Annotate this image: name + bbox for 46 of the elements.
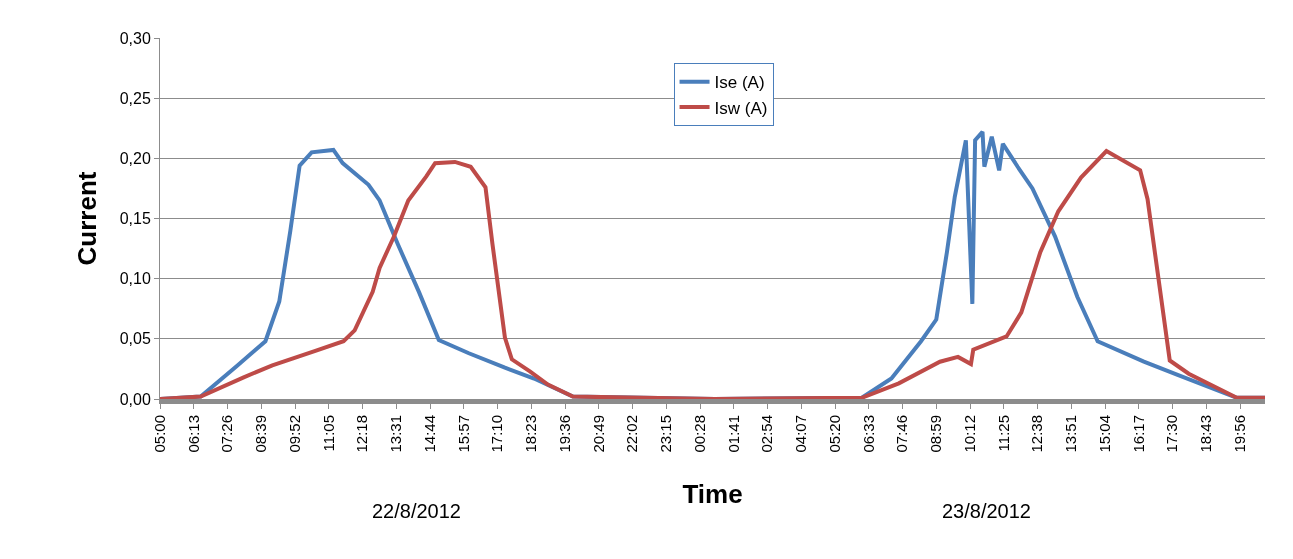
x-tick-label: 18:23 — [522, 415, 540, 453]
y-tick-label: 0,00 — [119, 390, 151, 408]
x-tick-label: 19:56 — [1230, 415, 1248, 453]
y-tick-label: 0,20 — [119, 149, 151, 167]
y-tick-label: 0,30 — [119, 29, 151, 47]
x-tick-label: 11:25 — [994, 415, 1012, 452]
x-tick-label: 10:12 — [960, 415, 978, 453]
x-tick-label: 11:05 — [319, 415, 337, 452]
x-tick-label: 07:26 — [218, 415, 236, 453]
x-tick-label: 06:33 — [859, 415, 877, 453]
x-tick-label: 15:57 — [454, 415, 472, 453]
x-tick-label: 17:10 — [488, 415, 506, 453]
x-tick-label: 04:07 — [792, 415, 810, 453]
x-tick-label: 14:44 — [420, 415, 438, 453]
x-tick-label: 09:52 — [285, 415, 303, 453]
x-tick-label: 20:49 — [589, 415, 607, 453]
x-tick-label: 12:38 — [1028, 415, 1046, 453]
y-axis-title: Current — [72, 171, 103, 266]
x-tick-label: 05:00 — [150, 415, 168, 453]
y-tick-label: 0,05 — [119, 330, 151, 348]
x-tick-label: 13:51 — [1062, 415, 1080, 453]
x-axis-title: Time — [682, 479, 743, 510]
y-tick-label: 0,10 — [119, 270, 151, 288]
x-tick-label: 05:20 — [825, 415, 843, 453]
x-tick-label: 19:36 — [555, 415, 573, 453]
x-tick-label: 16:17 — [1129, 415, 1147, 453]
x-tick-label: 01:41 — [724, 415, 742, 453]
x-tick-label: 02:54 — [758, 415, 776, 453]
x-tick-label: 17:30 — [1163, 415, 1181, 453]
x-tick-label: 08:59 — [927, 415, 945, 453]
y-tick-label: 0,15 — [119, 210, 151, 228]
x-tick-label: 23:15 — [657, 415, 675, 453]
x-tick-label: 07:46 — [893, 415, 911, 453]
x-tick-label: 15:04 — [1095, 415, 1113, 453]
legend-label: Ise (A) — [714, 73, 765, 93]
x-tick-label: 00:28 — [690, 415, 708, 453]
legend-label: Isw (A) — [714, 98, 768, 118]
y-tick-label: 0,25 — [119, 89, 151, 107]
x-tick-label: 08:39 — [252, 415, 270, 453]
text: 23/8/2012 — [942, 500, 1031, 522]
x-tick-label: 18:43 — [1197, 415, 1215, 453]
x-tick-label: 13:31 — [387, 415, 405, 453]
x-tick-label: 22:02 — [623, 415, 641, 453]
text: 22/8/2012 — [372, 500, 461, 522]
x-tick-label: 06:13 — [184, 415, 202, 453]
x-tick-label: 12:18 — [353, 415, 371, 453]
